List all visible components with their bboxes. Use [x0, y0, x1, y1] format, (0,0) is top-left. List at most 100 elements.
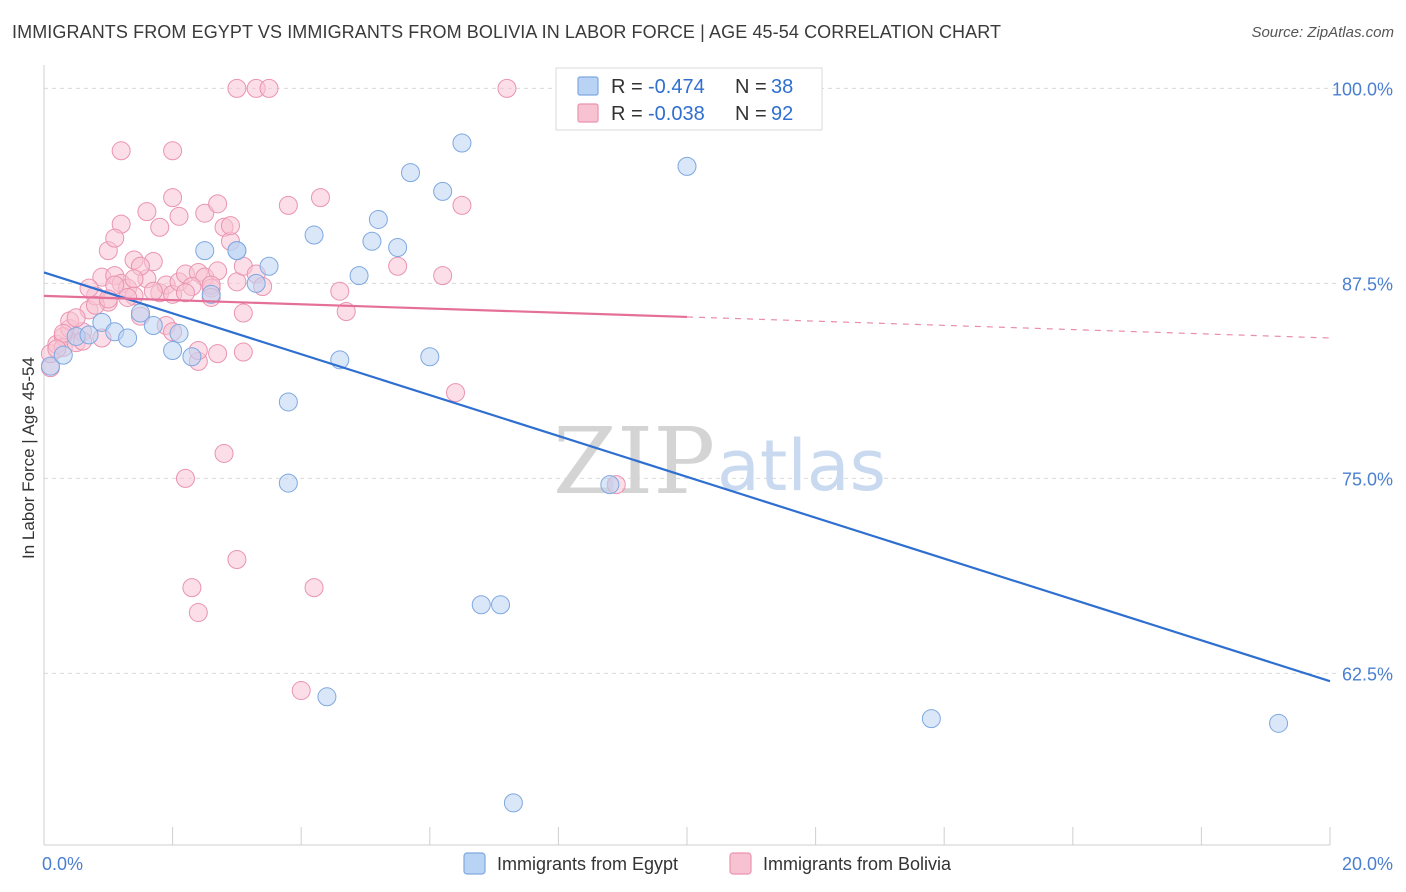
watermark-atlas: atlas: [717, 425, 886, 507]
bolivia-point: [182, 578, 202, 598]
egypt-point: [471, 595, 491, 615]
bolivia-point: [137, 202, 157, 222]
egypt-point: [201, 284, 221, 304]
egypt-point: [259, 256, 279, 276]
bolivia-trend-extension: [686, 316, 1331, 339]
series-legend: Immigrants from Egypt Immigrants from Bo…: [463, 852, 952, 875]
y-tick-label: 75.0%: [1342, 469, 1393, 489]
bolivia-trend-line: [43, 294, 688, 319]
legend-egypt-swatch: [577, 76, 599, 96]
grid-lines: [44, 87, 1338, 674]
legend-box: [555, 67, 823, 131]
y-axis-label: In Labor Force | Age 45-54: [19, 357, 38, 559]
egypt-point: [163, 340, 183, 360]
trend-lines: [43, 271, 1331, 683]
bolivia-point: [291, 681, 311, 701]
x-tick-label: 20.0%: [1342, 854, 1393, 874]
legend-egypt-r-label: R =: [611, 76, 643, 98]
bolivia-point: [188, 603, 208, 623]
axes: [43, 65, 1331, 846]
egypt-point: [491, 595, 511, 615]
legend-bolivia-swatch: [577, 103, 599, 123]
egypt-point: [452, 133, 472, 153]
bolivia-point: [105, 228, 125, 248]
y-tick-label: 100.0%: [1332, 79, 1393, 99]
series-legend-bolivia-label: Immigrants from Bolivia: [763, 854, 952, 874]
legend-bolivia-r-value: -0.038: [648, 103, 705, 125]
chart-title: IMMIGRANTS FROM EGYPT VS IMMIGRANTS FROM…: [12, 22, 1002, 42]
egypt-point: [388, 238, 408, 258]
egypt-point: [53, 345, 73, 365]
legend-bolivia-r-label: R =: [611, 103, 643, 125]
bolivia-point: [330, 281, 350, 301]
egypt-trend-line: [43, 271, 1331, 683]
y-tick-label: 87.5%: [1342, 274, 1393, 294]
bolivia-point: [278, 195, 298, 215]
egypt-point: [278, 392, 298, 412]
bolivia-point: [304, 578, 324, 598]
egypt-point: [79, 325, 99, 345]
legend-egypt-n-value: 38: [771, 76, 793, 98]
x-tick-labels: 0.0% 20.0%: [42, 854, 1393, 874]
bolivia-point: [150, 217, 170, 237]
watermark-zip: ZIP: [553, 408, 715, 515]
series-legend-egypt-label: Immigrants from Egypt: [497, 854, 678, 874]
bolivia-point: [388, 256, 408, 276]
egypt-points: [40, 133, 1289, 813]
bolivia-point: [163, 141, 183, 161]
series-legend-bolivia-swatch: [729, 852, 752, 875]
bolivia-points: [40, 78, 626, 701]
egypt-point: [278, 473, 298, 493]
egypt-point: [227, 241, 247, 261]
bolivia-point: [143, 281, 163, 301]
y-tick-label: 62.5%: [1342, 664, 1393, 684]
correlation-legend: R = -0.474 N = 38 R = -0.038 N = 92: [555, 67, 823, 131]
egypt-point: [362, 231, 382, 251]
bolivia-point: [111, 141, 131, 161]
bolivia-point: [227, 78, 247, 98]
bolivia-point: [233, 303, 253, 323]
x-tick-label: 0.0%: [42, 854, 83, 874]
egypt-point: [503, 793, 523, 813]
legend-bolivia-n-label: N =: [735, 103, 767, 125]
egypt-point: [433, 181, 453, 201]
egypt-point: [368, 209, 388, 229]
egypt-point: [600, 475, 620, 495]
chart-source: Source: ZipAtlas.com: [1251, 24, 1394, 41]
bolivia-point: [214, 443, 234, 463]
bolivia-point: [175, 468, 195, 488]
legend-egypt-r-value: -0.474: [648, 76, 705, 98]
egypt-point: [401, 163, 421, 183]
bolivia-point: [163, 188, 183, 208]
bolivia-point: [259, 78, 279, 98]
bolivia-point: [497, 78, 517, 98]
series-legend-egypt-swatch: [463, 852, 486, 875]
bolivia-point: [310, 188, 330, 208]
bolivia-point: [124, 269, 144, 289]
bolivia-point: [220, 216, 240, 236]
bolivia-point: [208, 194, 228, 214]
egypt-point: [317, 687, 337, 707]
watermark: ZIP atlas: [553, 408, 886, 515]
bolivia-point: [446, 383, 466, 403]
egypt-point: [195, 241, 215, 261]
egypt-point: [182, 347, 202, 367]
y-tick-labels: 100.0% 87.5% 75.0% 62.5%: [1332, 79, 1393, 684]
egypt-point: [349, 266, 369, 286]
egypt-point: [246, 273, 266, 293]
legend-bolivia-n-value: 92: [771, 103, 793, 125]
egypt-point: [1269, 713, 1289, 733]
bolivia-point: [433, 266, 453, 286]
bolivia-point: [227, 550, 247, 570]
bolivia-point: [169, 206, 189, 226]
egypt-point: [677, 156, 697, 176]
bolivia-point: [208, 344, 228, 364]
egypt-point: [143, 316, 163, 336]
legend-egypt-n-label: N =: [735, 76, 767, 98]
bolivia-point: [233, 342, 253, 362]
bolivia-point: [66, 308, 86, 328]
egypt-point: [118, 328, 138, 348]
egypt-point: [304, 225, 324, 245]
egypt-point: [169, 323, 189, 343]
